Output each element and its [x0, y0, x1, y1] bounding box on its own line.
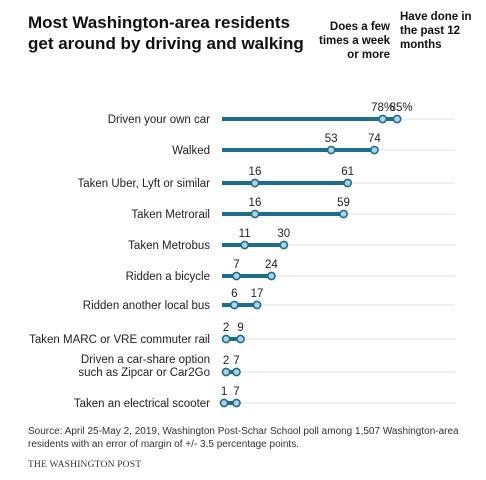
value-label-weekly: 16 — [249, 166, 262, 178]
marker-weekly — [221, 367, 231, 377]
marker-weekly — [219, 398, 229, 408]
value-label-yearly: 30 — [277, 228, 290, 240]
marker-weekly — [232, 271, 241, 281]
chart-title: Most Washington-area residents get aroun… — [28, 13, 304, 53]
marker-yearly — [339, 209, 348, 219]
value-label-weekly: 16 — [249, 197, 262, 209]
source-note: Source: April 25-May 2, 2019, Washington… — [28, 426, 459, 450]
category-label: Taken MARC or VRE commuter rail — [29, 334, 210, 346]
marker-weekly — [250, 178, 260, 188]
value-label-yearly: 74 — [368, 133, 381, 145]
value-label-weekly: 1 — [221, 386, 227, 398]
category-label: Ridden another local bus — [83, 300, 210, 312]
category-label: such as Zipcar or Car2Go — [78, 367, 210, 379]
value-label-weekly: 2 — [223, 355, 229, 367]
category-label: Walked — [172, 145, 210, 157]
value-label-yearly: 59 — [337, 197, 350, 209]
marker-yearly — [232, 367, 241, 377]
marker-weekly — [250, 209, 260, 219]
marker-yearly — [252, 300, 262, 310]
category-label: Taken Metrobus — [128, 240, 210, 252]
value-label-weekly: 6 — [231, 288, 237, 300]
category-label: Taken an electrical scooter — [74, 398, 210, 410]
value-label-weekly: 11 — [239, 228, 251, 240]
marker-weekly — [221, 334, 231, 344]
marker-yearly — [392, 114, 402, 124]
value-label-yearly: 24 — [265, 259, 278, 271]
marker-weekly — [229, 300, 239, 310]
value-label-yearly: 61 — [341, 166, 354, 178]
credit: THE WASHINGTON POST — [28, 460, 142, 470]
value-label-weekly: 7 — [233, 259, 239, 271]
marker-yearly — [267, 271, 276, 281]
value-label-yearly: 7 — [233, 355, 239, 367]
marker-yearly — [370, 145, 379, 155]
category-label: Taken Uber, Lyft or similar — [77, 178, 210, 190]
value-label-weekly: 78% — [371, 102, 394, 114]
marker-weekly — [378, 114, 388, 124]
value-label-weekly: 53 — [325, 133, 338, 145]
legend-yearly: Have done in the past 12 months — [400, 11, 472, 51]
marker-weekly — [326, 145, 336, 155]
value-label-yearly: 85% — [390, 102, 413, 114]
value-label-yearly: 7 — [233, 386, 239, 398]
value-label-yearly: 17 — [251, 288, 264, 300]
marker-weekly — [240, 240, 250, 250]
marker-yearly — [279, 240, 289, 250]
marker-yearly — [343, 178, 353, 188]
marker-yearly — [232, 398, 241, 408]
legend-weekly: Does a few times a week or more — [319, 21, 390, 61]
category-label: Driven your own car — [108, 114, 210, 126]
marker-yearly — [236, 334, 245, 344]
category-label: Driven a car-share option — [81, 354, 210, 366]
category-label: Ridden a bicycle — [126, 271, 210, 283]
category-label: Taken Metrorail — [131, 209, 210, 221]
value-label-yearly: 9 — [237, 322, 243, 334]
value-label-weekly: 2 — [223, 322, 229, 334]
